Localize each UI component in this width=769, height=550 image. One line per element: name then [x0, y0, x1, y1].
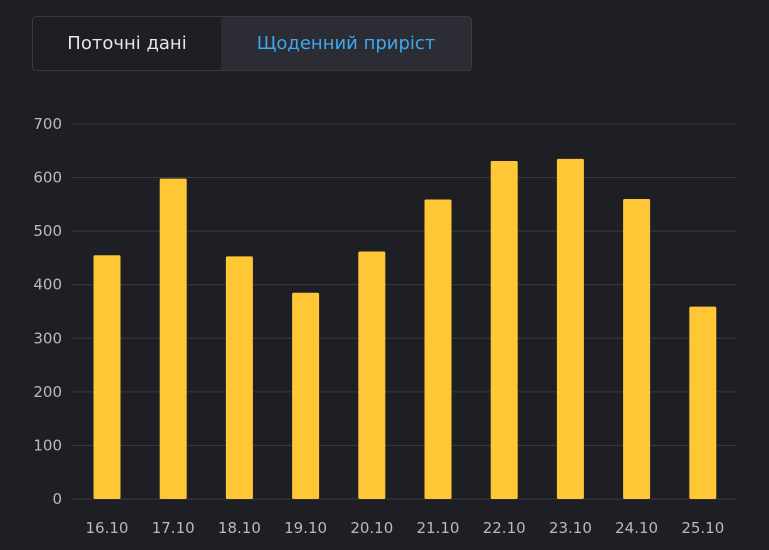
x-tick-label: 24.10 [615, 519, 658, 537]
x-tick-label: 17.10 [152, 519, 195, 537]
y-tick-label: 600 [33, 169, 62, 187]
y-tick-label: 400 [33, 276, 62, 294]
bar-17.10[interactable] [159, 178, 187, 499]
bar-25.10[interactable] [689, 306, 717, 499]
x-tick-label: 19.10 [284, 519, 327, 537]
tab-daily-growth[interactable]: Щоденний приріст [221, 17, 471, 70]
bars [93, 158, 717, 500]
x-tick-label: 21.10 [417, 519, 460, 537]
y-tick-label: 100 [33, 436, 62, 454]
bar-22.10[interactable] [490, 160, 518, 499]
x-tick-label: 25.10 [681, 519, 724, 537]
bar-24.10[interactable] [623, 199, 651, 499]
x-axis-ticks: 16.10 17.10 18.10 19.10 20.10 21.10 22.10 23.10… [86, 519, 725, 537]
bar-20.10[interactable] [358, 251, 386, 500]
x-tick-label: 22.10 [483, 519, 526, 537]
x-tick-label: 23.10 [549, 519, 592, 537]
x-tick-label: 16.10 [86, 519, 129, 537]
x-tick-label: 20.10 [350, 519, 393, 537]
bar-16.10[interactable] [93, 255, 121, 499]
y-tick-label: 500 [33, 222, 62, 240]
y-tick-label: 300 [33, 329, 62, 347]
y-tick-label: 700 [33, 115, 62, 133]
bar-19.10[interactable] [292, 292, 320, 499]
bar-23.10[interactable] [556, 158, 584, 500]
y-tick-label: 200 [33, 383, 62, 401]
y-axis-ticks: 0 100 200 300 400 500 600 700 [33, 115, 62, 508]
bar-21.10[interactable] [424, 199, 452, 500]
x-tick-label: 18.10 [218, 519, 261, 537]
bar-18.10[interactable] [225, 256, 253, 499]
view-tabs: Поточні дані Щоденний приріст [32, 16, 472, 71]
y-tick-label: 0 [52, 490, 62, 508]
tab-current-data[interactable]: Поточні дані [33, 17, 221, 70]
